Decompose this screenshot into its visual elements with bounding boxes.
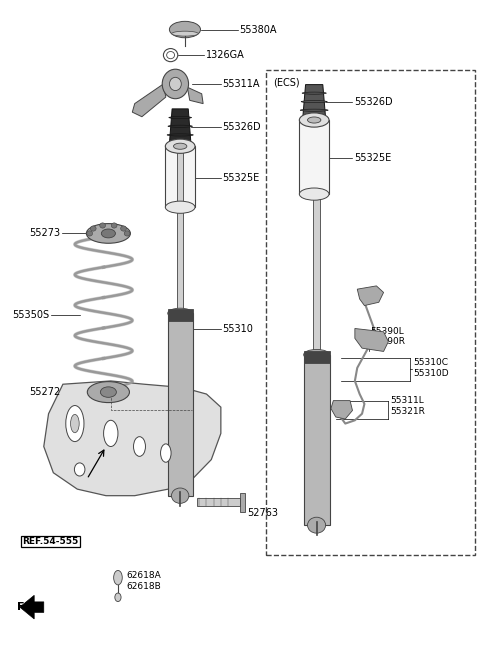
Text: REF.54-555: REF.54-555 bbox=[22, 537, 79, 546]
Polygon shape bbox=[303, 85, 325, 119]
Ellipse shape bbox=[169, 116, 192, 119]
Ellipse shape bbox=[168, 308, 192, 319]
Polygon shape bbox=[20, 595, 44, 619]
Polygon shape bbox=[44, 381, 221, 495]
Bar bbox=[266, 70, 475, 555]
Ellipse shape bbox=[160, 444, 171, 463]
Ellipse shape bbox=[124, 231, 130, 236]
Ellipse shape bbox=[100, 387, 116, 397]
Text: 55272: 55272 bbox=[29, 387, 60, 397]
Ellipse shape bbox=[74, 463, 85, 476]
Bar bbox=[304, 355, 329, 525]
Text: 55321R: 55321R bbox=[390, 407, 425, 416]
Text: 55350S: 55350S bbox=[12, 310, 49, 321]
Bar bbox=[240, 493, 245, 512]
Bar bbox=[168, 309, 192, 321]
Ellipse shape bbox=[86, 223, 131, 243]
Text: 55390L: 55390L bbox=[371, 327, 405, 336]
Ellipse shape bbox=[308, 117, 321, 123]
Polygon shape bbox=[132, 84, 166, 117]
Text: 55325E: 55325E bbox=[354, 153, 391, 163]
Ellipse shape bbox=[167, 134, 193, 136]
Polygon shape bbox=[331, 401, 352, 419]
Ellipse shape bbox=[169, 21, 201, 37]
Text: 55311L: 55311L bbox=[390, 396, 423, 405]
Ellipse shape bbox=[169, 78, 181, 91]
Text: 55326D: 55326D bbox=[354, 97, 393, 106]
Text: (ECS): (ECS) bbox=[274, 78, 300, 87]
Ellipse shape bbox=[300, 188, 329, 200]
Ellipse shape bbox=[168, 125, 192, 127]
Ellipse shape bbox=[172, 31, 198, 36]
Text: 55273: 55273 bbox=[29, 229, 60, 238]
Ellipse shape bbox=[301, 101, 327, 102]
Bar bbox=[304, 351, 329, 363]
Ellipse shape bbox=[304, 350, 329, 360]
Text: 55390R: 55390R bbox=[371, 337, 406, 346]
Bar bbox=[313, 197, 320, 355]
Ellipse shape bbox=[90, 226, 96, 231]
Ellipse shape bbox=[104, 420, 118, 447]
Text: 55310D: 55310D bbox=[414, 369, 449, 378]
Ellipse shape bbox=[101, 229, 115, 238]
Ellipse shape bbox=[66, 405, 84, 442]
Ellipse shape bbox=[165, 201, 195, 214]
Ellipse shape bbox=[300, 113, 329, 127]
Text: 55310: 55310 bbox=[222, 323, 253, 334]
Bar bbox=[168, 313, 192, 495]
Polygon shape bbox=[355, 328, 388, 351]
Bar bbox=[177, 145, 183, 313]
Bar bbox=[300, 120, 329, 194]
Ellipse shape bbox=[71, 415, 79, 433]
Ellipse shape bbox=[162, 69, 189, 99]
Bar bbox=[197, 498, 240, 506]
Ellipse shape bbox=[302, 92, 326, 94]
Text: 55326D: 55326D bbox=[222, 122, 261, 131]
Ellipse shape bbox=[120, 226, 126, 231]
Ellipse shape bbox=[173, 143, 187, 149]
Ellipse shape bbox=[87, 231, 93, 236]
Ellipse shape bbox=[308, 517, 325, 533]
Text: 1326GA: 1326GA bbox=[205, 50, 244, 60]
Text: 62618B: 62618B bbox=[127, 582, 161, 591]
Polygon shape bbox=[187, 87, 203, 104]
Ellipse shape bbox=[115, 593, 121, 602]
Ellipse shape bbox=[133, 437, 145, 457]
Ellipse shape bbox=[300, 109, 328, 111]
Ellipse shape bbox=[165, 139, 195, 153]
Text: 52763: 52763 bbox=[247, 509, 278, 518]
Ellipse shape bbox=[111, 223, 117, 228]
Ellipse shape bbox=[171, 488, 189, 503]
Text: 62618A: 62618A bbox=[127, 570, 161, 579]
Bar bbox=[165, 147, 195, 207]
Ellipse shape bbox=[114, 570, 122, 585]
Text: 55310C: 55310C bbox=[414, 358, 449, 367]
Text: 55311A: 55311A bbox=[222, 79, 260, 89]
Polygon shape bbox=[357, 286, 384, 306]
Ellipse shape bbox=[87, 382, 130, 403]
Text: 55325E: 55325E bbox=[222, 173, 260, 183]
Polygon shape bbox=[169, 109, 191, 144]
Ellipse shape bbox=[100, 223, 106, 228]
Text: 55380A: 55380A bbox=[239, 24, 276, 35]
Text: FR.: FR. bbox=[17, 602, 38, 612]
